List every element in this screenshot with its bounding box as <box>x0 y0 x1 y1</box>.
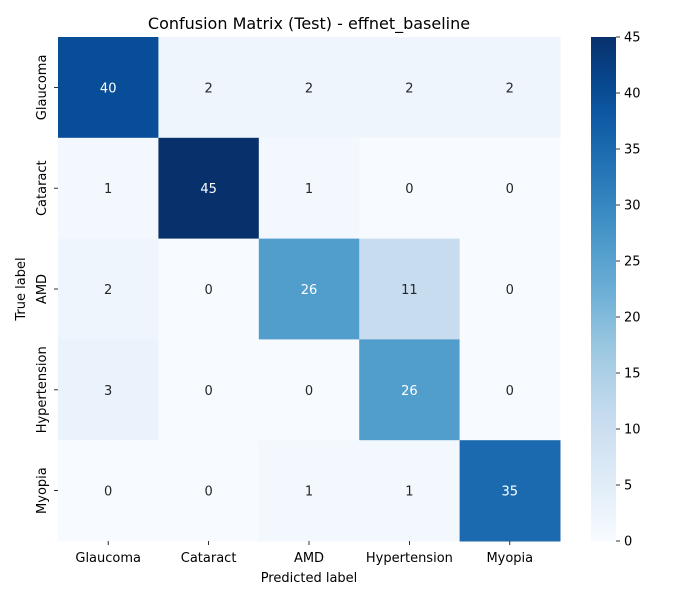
colorbar-gradient <box>591 37 616 541</box>
colorbar-tick-label: 10 <box>624 423 641 438</box>
cell-value-label: 1 <box>305 182 313 197</box>
colorbar-tick-label: 0 <box>624 535 632 550</box>
y-axis-ticks: Glaucoma Cataract AMD Hypertension Myopia <box>35 55 58 514</box>
cell-value-label: 1 <box>104 182 112 197</box>
cell-value-label: 0 <box>204 485 212 500</box>
heatmap-cell <box>359 37 461 139</box>
heatmap-cell <box>459 440 561 542</box>
heatmap-cell <box>58 37 159 139</box>
cell-value-label: 11 <box>401 283 418 298</box>
x-tick-label: AMD <box>294 551 324 566</box>
x-tick-label: Hypertension <box>366 551 453 566</box>
colorbar-tick-label: 25 <box>624 255 641 270</box>
heatmap-cell <box>258 440 360 542</box>
cell-value-label: 0 <box>204 384 212 399</box>
cell-value-label: 0 <box>506 384 514 399</box>
cell-value-label: 1 <box>405 485 413 500</box>
colorbar-tick-label: 35 <box>624 143 641 158</box>
heatmap-cell <box>459 339 561 441</box>
colorbar-tick-label: 45 <box>624 31 641 46</box>
y-tick-label: Glaucoma <box>35 55 50 121</box>
heatmap-cell <box>158 440 260 542</box>
y-tick-label: Myopia <box>35 467 50 514</box>
cell-value-label: 0 <box>305 384 313 399</box>
heatmap-cell <box>459 37 561 139</box>
cell-value-label: 1 <box>305 485 313 500</box>
cell-value-label: 0 <box>104 485 112 500</box>
heatmap-cell <box>158 339 260 441</box>
heatmap-cell <box>359 440 461 542</box>
cell-value-label: 0 <box>204 283 212 298</box>
colorbar-tick-label: 30 <box>624 199 641 214</box>
colorbar-tick-label: 15 <box>624 367 641 382</box>
colorbar-tick-label: 20 <box>624 311 641 326</box>
heatmap-cell <box>158 137 260 240</box>
cell-value-label: 0 <box>405 182 413 197</box>
y-axis-label: True label <box>14 257 29 321</box>
y-tick-label: Cataract <box>35 160 50 216</box>
x-tick-label: Myopia <box>486 551 533 566</box>
heatmap-cell <box>359 137 461 240</box>
cell-value-label: 26 <box>301 283 318 298</box>
x-tick-label: Cataract <box>181 551 237 566</box>
cell-value-label: 35 <box>502 485 519 500</box>
heatmap-cell <box>258 238 360 340</box>
heatmap-cell <box>459 137 561 240</box>
chart-title: Confusion Matrix (Test) - effnet_baselin… <box>148 14 470 34</box>
heatmap-cell <box>58 137 159 240</box>
heatmap-cell <box>258 339 360 441</box>
heatmap-cell <box>459 238 561 340</box>
x-axis-label: Predicted label <box>261 571 358 586</box>
heatmap-cell <box>359 238 461 340</box>
heatmap-cell <box>158 238 260 340</box>
y-tick-label: AMD <box>35 274 50 304</box>
colorbar-tick-label: 40 <box>624 87 641 102</box>
cell-value-label: 2 <box>204 81 212 96</box>
cell-value-label: 0 <box>506 283 514 298</box>
cell-value-label: 2 <box>405 81 413 96</box>
heatmap-cell <box>58 238 159 340</box>
x-tick-label: Glaucoma <box>75 551 141 566</box>
heatmap-cell <box>58 339 159 441</box>
y-tick-label: Hypertension <box>35 346 50 433</box>
cell-value-label: 2 <box>305 81 313 96</box>
heatmap-cell <box>359 339 461 441</box>
cell-value-label: 2 <box>506 81 514 96</box>
cell-value-label: 3 <box>104 384 112 399</box>
colorbar: 0 5 10 15 20 25 30 35 40 45 <box>591 31 641 550</box>
heatmap-cell <box>158 37 260 139</box>
cell-value-label: 45 <box>200 182 217 197</box>
cell-value-label: 0 <box>506 182 514 197</box>
x-axis-ticks: Glaucoma Cataract AMD Hypertension Myopia <box>75 541 533 566</box>
heatmap-cell <box>258 37 360 139</box>
cell-value-label: 26 <box>401 384 418 399</box>
colorbar-tick-label: 5 <box>624 479 632 494</box>
heatmap-cell <box>58 440 159 542</box>
heatmap-cell <box>258 137 360 240</box>
cell-value-label: 40 <box>100 81 117 96</box>
heatmap-cells: 40 2 2 2 21 45 1 0 02 0 26 11 03 0 0 26 00 0 1 1 35 <box>58 37 561 542</box>
cell-value-label: 2 <box>104 283 112 298</box>
